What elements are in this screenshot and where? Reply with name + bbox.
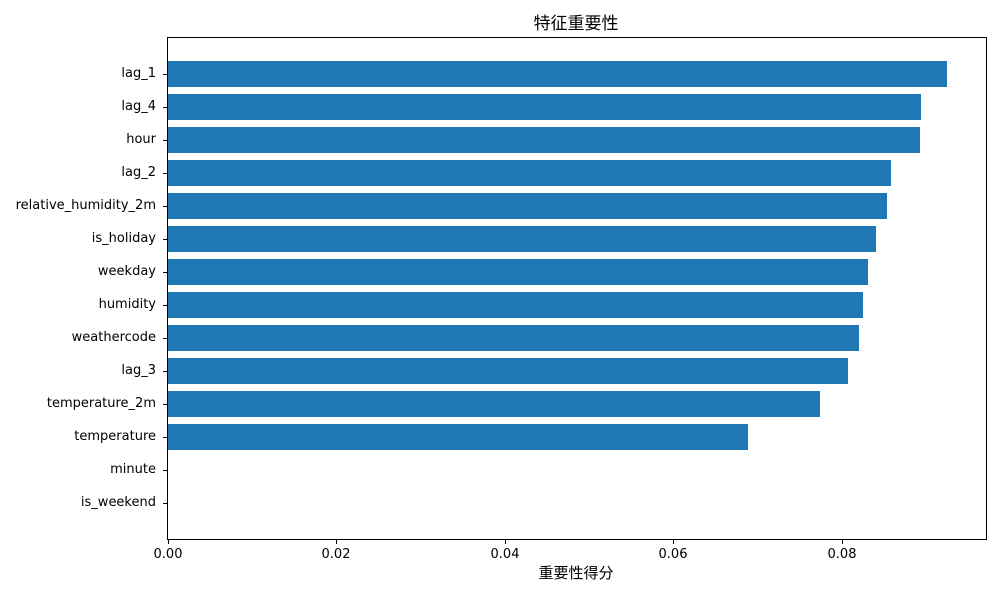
y-tick-label-lag_4: lag_4 (121, 99, 156, 114)
y-tick-is_weekend (163, 503, 167, 504)
y-tick-humidity (163, 305, 167, 306)
bar-lag_3 (168, 358, 848, 384)
x-tick-0.02 (336, 540, 337, 544)
x-tick-label-0.08: 0.08 (827, 547, 857, 562)
y-tick-label-relative_humidity_2m: relative_humidity_2m (15, 198, 156, 213)
bar-relative_humidity_2m (168, 193, 887, 219)
x-tick-0.00 (168, 540, 169, 544)
bar-weathercode (168, 325, 859, 351)
y-tick-minute (163, 470, 167, 471)
bar-lag_4 (168, 94, 921, 120)
x-tick-label-0.02: 0.02 (321, 547, 351, 562)
bar-temperature_2m (168, 391, 820, 417)
y-tick-label-is_weekend: is_weekend (80, 495, 156, 510)
y-tick-label-is_holiday: is_holiday (91, 231, 156, 246)
y-tick-weathercode (163, 338, 167, 339)
y-tick-label-minute: minute (110, 462, 156, 477)
y-tick-label-weathercode: weathercode (71, 330, 156, 345)
y-tick-lag_2 (163, 173, 167, 174)
bar-is_holiday (168, 226, 876, 252)
bar-hour (168, 127, 920, 153)
y-tick-label-lag_2: lag_2 (121, 165, 156, 180)
x-axis-label: 重要性得分 (538, 564, 614, 582)
bar-humidity (168, 292, 863, 318)
y-tick-hour (163, 140, 167, 141)
x-tick-0.08 (842, 540, 843, 544)
y-tick-lag_3 (163, 371, 167, 372)
x-tick-0.04 (505, 540, 506, 544)
bar-lag_2 (168, 160, 891, 186)
y-tick-relative_humidity_2m (163, 206, 167, 207)
y-tick-lag_1 (163, 74, 167, 75)
y-tick-label-temperature_2m: temperature_2m (46, 396, 156, 411)
y-tick-label-weekday: weekday (97, 264, 156, 279)
y-tick-temperature (163, 437, 167, 438)
x-tick-label-0.06: 0.06 (658, 547, 688, 562)
y-tick-label-humidity: humidity (98, 297, 156, 312)
bar-weekday (168, 259, 868, 285)
x-tick-0.06 (673, 540, 674, 544)
y-tick-label-lag_1: lag_1 (121, 66, 156, 81)
y-tick-weekday (163, 272, 167, 273)
bar-temperature (168, 424, 748, 450)
y-tick-label-hour: hour (126, 132, 156, 147)
chart-title: 特征重要性 (533, 14, 619, 34)
y-tick-label-temperature: temperature (74, 429, 156, 444)
x-tick-label-0.00: 0.00 (153, 547, 183, 562)
bar-lag_1 (168, 61, 947, 87)
x-tick-label-0.04: 0.04 (490, 547, 520, 562)
y-tick-is_holiday (163, 239, 167, 240)
y-tick-lag_4 (163, 107, 167, 108)
y-tick-label-lag_3: lag_3 (121, 363, 156, 378)
y-tick-temperature_2m (163, 404, 167, 405)
